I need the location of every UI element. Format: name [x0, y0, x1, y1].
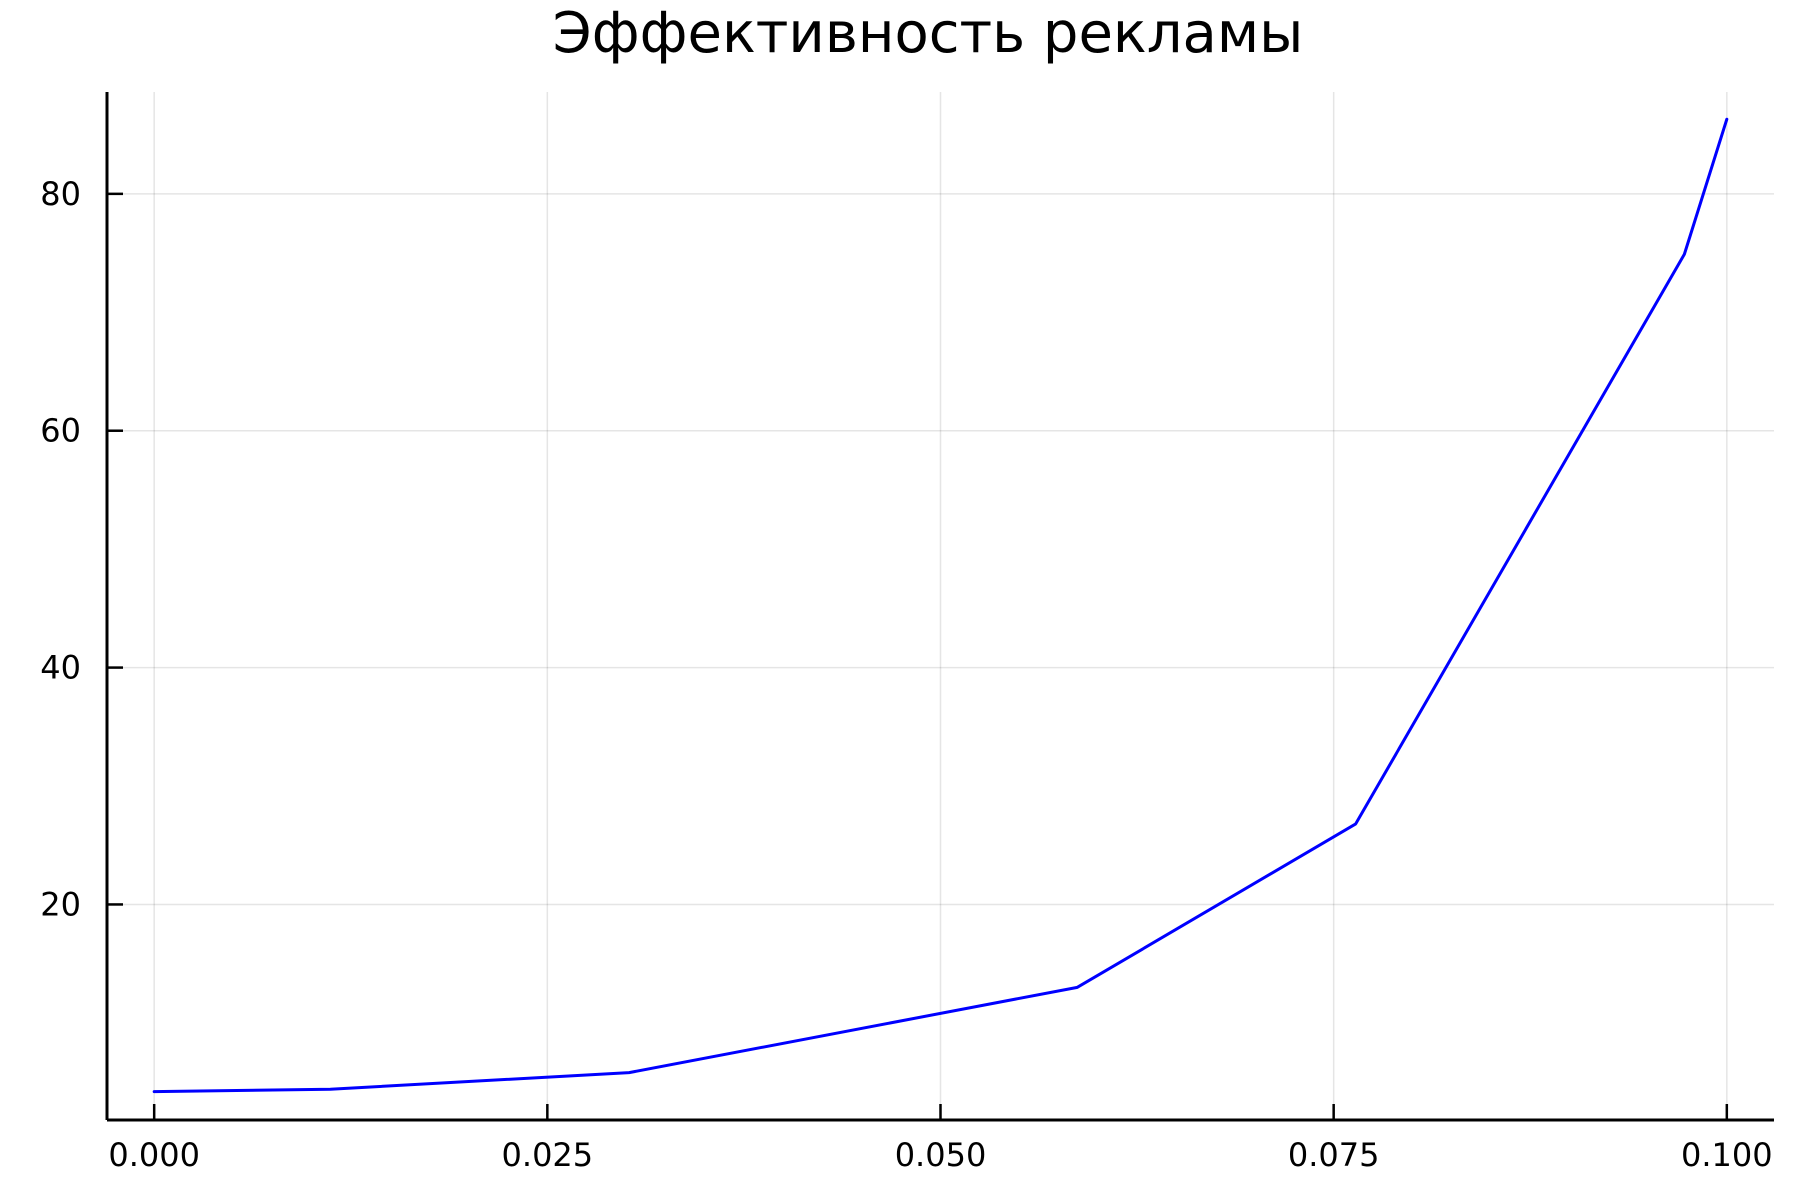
- y-axis-ticks: 20 40 60 80: [40, 175, 123, 923]
- y-tick-label: 20: [40, 885, 81, 923]
- series-line: [152, 117, 1729, 1094]
- y-tick-label: 40: [40, 649, 81, 687]
- grid: [107, 92, 1774, 1120]
- x-tick-label: 0.025: [502, 1136, 594, 1174]
- chart-title: Эффективность рекламы: [553, 1, 1304, 66]
- x-tick-label: 0.100: [1681, 1136, 1773, 1174]
- y-tick-label: 80: [40, 175, 81, 213]
- y-tick-label: 60: [40, 412, 81, 450]
- x-tick-label: 0.000: [108, 1136, 200, 1174]
- series-group: [152, 117, 1729, 1094]
- x-axis-ticks: 0.000 0.025 0.050 0.075 0.100: [108, 1104, 1773, 1174]
- x-tick-label: 0.075: [1288, 1136, 1380, 1174]
- x-tick-label: 0.050: [895, 1136, 987, 1174]
